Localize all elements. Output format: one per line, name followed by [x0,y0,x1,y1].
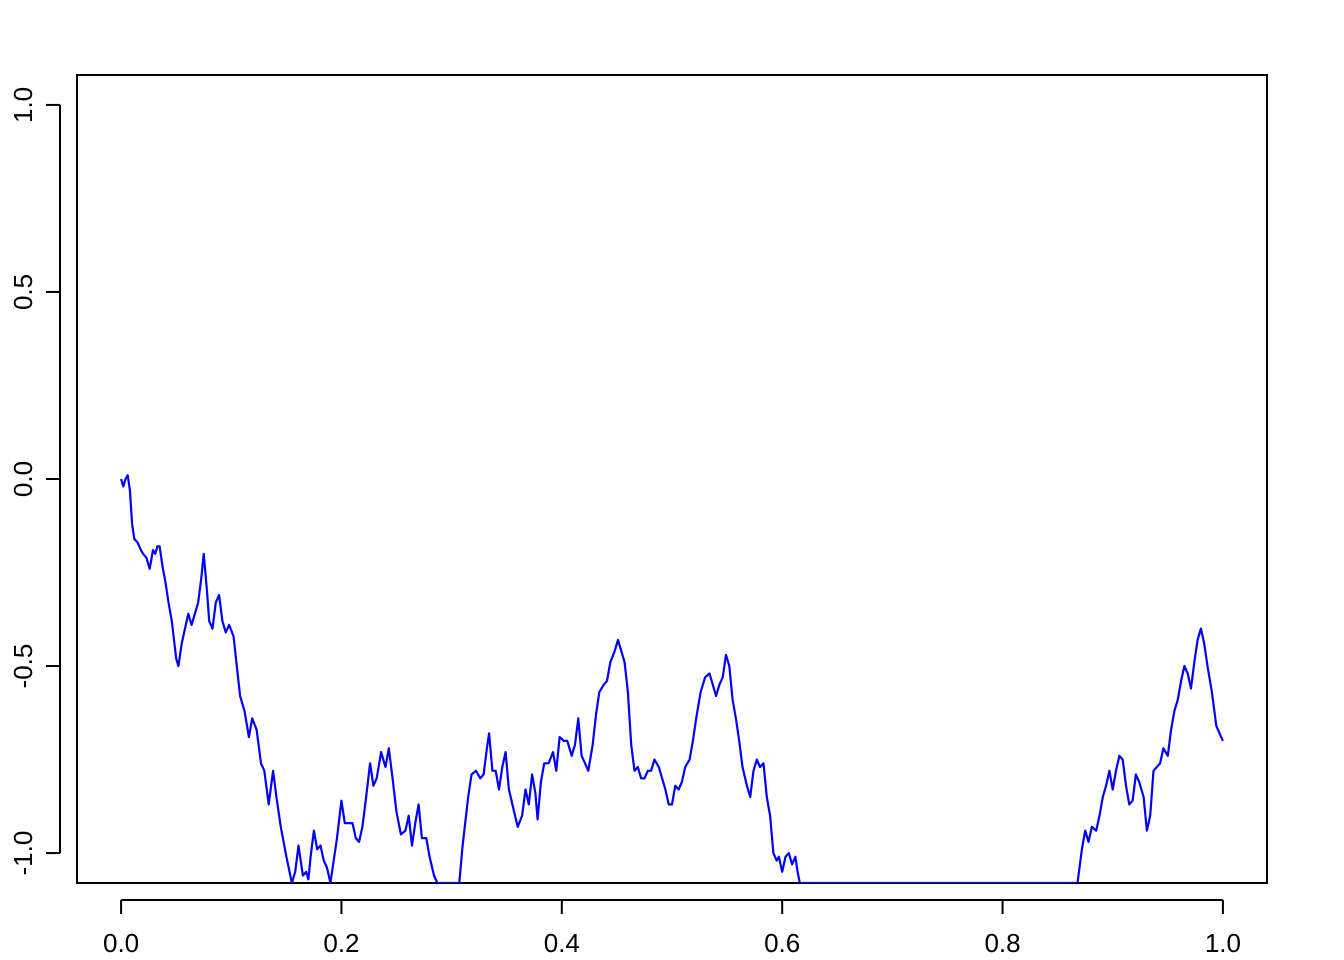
x-tick-label: 0.6 [764,928,800,958]
series-line [120,474,1224,883]
y-tick-label: -1.0 [8,831,38,876]
x-tick-label: 0.0 [103,928,139,958]
x-tick-label: 0.8 [984,928,1020,958]
x-tick-label: 0.4 [544,928,580,958]
plot-area-border [76,74,1268,884]
x-axis: 0.0 0.2 0.4 0.6 0.8 1.0 [103,899,1241,958]
y-tick-label: 0.0 [8,461,38,497]
x-tick-label: 0.2 [323,928,359,958]
y-tick-label: 0.5 [8,274,38,310]
y-tick-label: -0.5 [8,644,38,689]
y-axis: -1.0 -0.5 0.0 0.5 1.0 [8,87,61,876]
series-layer [120,474,1224,883]
y-tick-label: 1.0 [8,87,38,123]
x-tick-label: 1.0 [1205,928,1241,958]
